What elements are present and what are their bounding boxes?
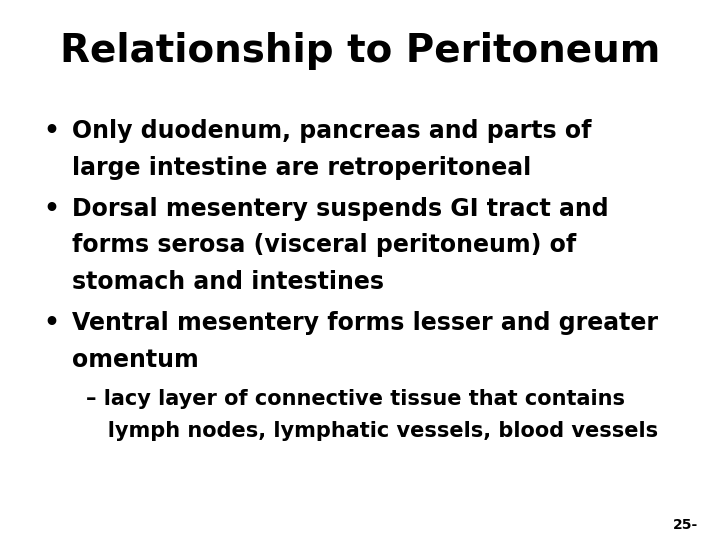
- Text: •: •: [43, 311, 59, 335]
- Text: •: •: [43, 119, 59, 143]
- Text: forms serosa (visceral peritoneum) of: forms serosa (visceral peritoneum) of: [72, 233, 576, 257]
- Text: Ventral mesentery forms lesser and greater: Ventral mesentery forms lesser and great…: [72, 311, 658, 335]
- Text: 25-: 25-: [673, 518, 698, 532]
- Text: omentum: omentum: [72, 348, 199, 372]
- Text: lymph nodes, lymphatic vessels, blood vessels: lymph nodes, lymphatic vessels, blood ve…: [86, 421, 659, 441]
- Text: Relationship to Peritoneum: Relationship to Peritoneum: [60, 32, 660, 70]
- Text: stomach and intestines: stomach and intestines: [72, 270, 384, 294]
- Text: Dorsal mesentery suspends GI tract and: Dorsal mesentery suspends GI tract and: [72, 197, 608, 220]
- Text: •: •: [43, 197, 59, 220]
- Text: Only duodenum, pancreas and parts of: Only duodenum, pancreas and parts of: [72, 119, 592, 143]
- Text: large intestine are retroperitoneal: large intestine are retroperitoneal: [72, 156, 531, 179]
- Text: – lacy layer of connective tissue that contains: – lacy layer of connective tissue that c…: [86, 389, 626, 409]
